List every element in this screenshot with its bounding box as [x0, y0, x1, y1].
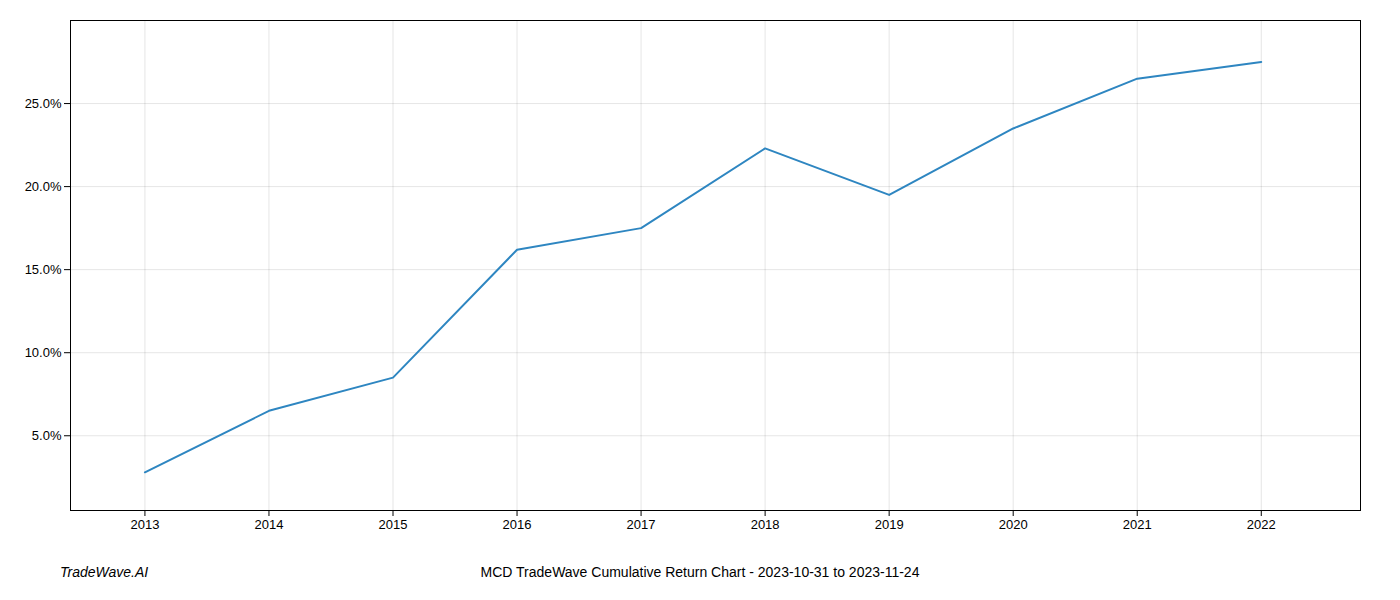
svg-text:2022: 2022 — [1247, 517, 1276, 532]
svg-text:5.0%: 5.0% — [32, 428, 62, 443]
svg-text:2019: 2019 — [875, 517, 904, 532]
svg-text:2018: 2018 — [751, 517, 780, 532]
svg-text:25.0%: 25.0% — [25, 96, 62, 111]
svg-text:20.0%: 20.0% — [25, 179, 62, 194]
svg-text:2020: 2020 — [999, 517, 1028, 532]
svg-text:2016: 2016 — [503, 517, 532, 532]
svg-text:15.0%: 15.0% — [25, 262, 62, 277]
svg-text:2014: 2014 — [255, 517, 284, 532]
svg-text:2015: 2015 — [379, 517, 408, 532]
svg-text:10.0%: 10.0% — [25, 345, 62, 360]
svg-text:2017: 2017 — [627, 517, 656, 532]
html-text:TradeWave.AI: TradeWave.AI — [60, 564, 149, 580]
svg-text:2013: 2013 — [130, 517, 159, 532]
html-text:MCD TradeWave Cumulative Retur: MCD TradeWave Cumulative Return Chart - … — [480, 564, 920, 580]
svg-text:2021: 2021 — [1123, 517, 1152, 532]
